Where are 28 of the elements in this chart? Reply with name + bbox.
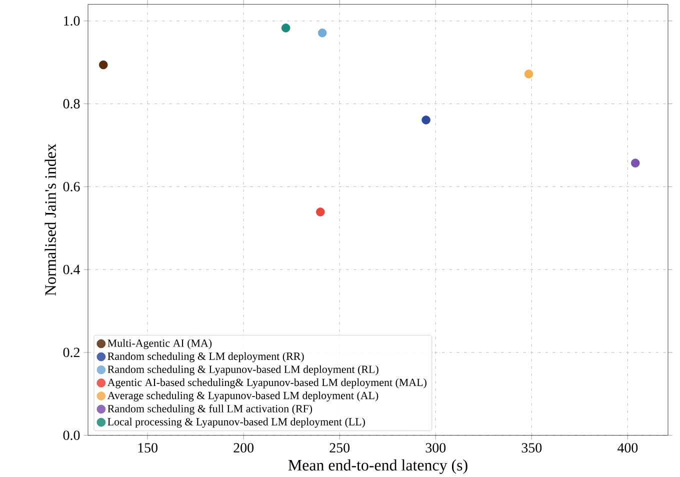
- legend-label: Agentic AI-based scheduling& Lyapunov-based LM deployment (MAL): [107, 378, 426, 388]
- point: [318, 28, 327, 38]
- legend-label: Average scheduling & Lyapunov-based LM deployment (AL): [107, 391, 378, 402]
- x-tick-label: 150: [138, 443, 158, 452]
- point: [524, 69, 534, 78]
- y-axis-title: Normalised Jain's index: [44, 144, 56, 296]
- legend-label: Random scheduling & Lyapunov-based LM deployment (RL): [108, 365, 378, 376]
- y-tick-label: 0.2: [63, 348, 80, 358]
- y-tick-label: 1.0: [64, 16, 80, 26]
- y-tick-label: 0.6: [63, 182, 80, 192]
- x-tick-label: 400: [617, 443, 638, 452]
- y-tick-label: 0.0: [63, 430, 80, 440]
- point: [281, 23, 290, 32]
- point: [316, 207, 325, 216]
- legend-label: Random scheduling & LM deployment (RR): [108, 352, 304, 362]
- y-tick-label: 0.8: [63, 98, 80, 108]
- x-tick-label: 350: [522, 443, 542, 452]
- point: [98, 60, 108, 70]
- legend-label: Local processing & Lyapunov-based LM deployment (LL): [108, 418, 365, 428]
- legend-label: Multi-Agentic AI (MA): [108, 339, 212, 350]
- x-tick-label: 200: [234, 443, 254, 452]
- x-tick-label: 250: [330, 443, 350, 452]
- point: [630, 158, 640, 168]
- legend-label: Random scheduling & full LM activation (RF): [108, 404, 312, 415]
- point: [422, 115, 430, 124]
- y-tick-label: 0.4: [63, 264, 80, 274]
- x-tick-label: 300: [426, 443, 446, 452]
- x-axis-title: Mean end-to-end latency (s): [288, 459, 468, 474]
